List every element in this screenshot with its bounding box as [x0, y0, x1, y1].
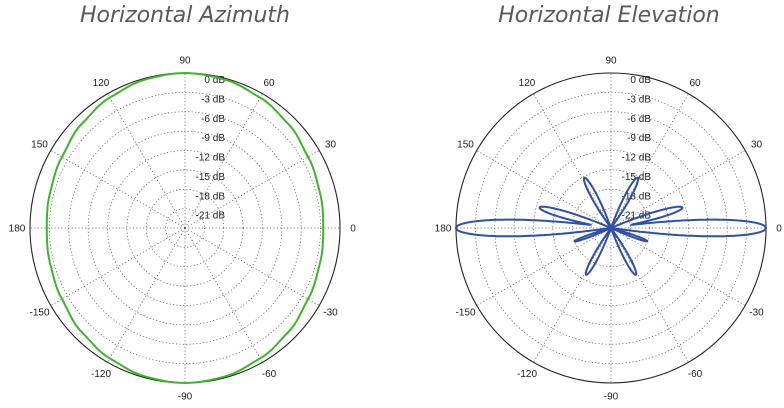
angle-tick-label: 60: [263, 78, 275, 89]
grid-spoke: [50, 150, 186, 229]
radial-tick-label: 0 dB: [630, 75, 651, 86]
radial-tick-label: -18 dB: [196, 191, 226, 202]
angle-tick-label: 0: [350, 224, 356, 235]
angle-tick-label: -30: [323, 308, 338, 319]
grid-ring: [49, 92, 321, 364]
grid-ring: [87, 130, 283, 326]
angle-tick-label: 30: [325, 140, 337, 151]
angle-tick-label: -120: [517, 369, 537, 380]
elevation-chart-title: Horizontal Elevation: [498, 3, 720, 28]
radial-tick-label: -6 dB: [627, 114, 651, 125]
angle-tick-label: -150: [455, 308, 475, 319]
grid-ring: [513, 130, 709, 326]
angle-tick-label: -120: [91, 369, 111, 380]
angle-tick-label: 60: [689, 78, 701, 89]
radial-tick-label: -6 dB: [201, 114, 225, 125]
azimuth-chart-title: Horizontal Azimuth: [80, 3, 290, 28]
angle-tick-label: 120: [519, 78, 536, 89]
angle-tick-label: -150: [29, 308, 49, 319]
grid-ring: [107, 150, 263, 306]
angle-tick-label: 180: [9, 224, 26, 235]
radial-tick-label: -15 dB: [196, 172, 226, 183]
elevation-polar-plot: 0 30 60 90 120 150 180 -150 -120 -90 -60 -30 0 dB -3 …: [435, 56, 783, 403]
radial-tick-label: -9 dB: [627, 133, 651, 144]
grid-spoke: [476, 150, 612, 229]
radial-tick-label: -21 dB: [196, 211, 226, 222]
radial-tick-label: -9 dB: [201, 133, 225, 144]
radial-tick-label: -12 dB: [196, 153, 226, 164]
radial-tick-label: -3 dB: [627, 94, 651, 105]
angle-tick-label: 180: [435, 224, 452, 235]
grid-spoke: [184, 227, 263, 363]
grid-ring: [165, 208, 205, 248]
radial-tick-label: -21 dB: [622, 211, 652, 222]
grid-spoke: [610, 227, 746, 306]
grid-spoke: [50, 227, 186, 306]
grid-spoke: [107, 227, 186, 363]
grid-spoke: [533, 227, 612, 363]
angle-tick-label: 90: [605, 56, 617, 67]
radial-tick-label: 0 dB: [204, 75, 225, 86]
radiation-pattern-trace: [455, 176, 767, 276]
radial-tick-label: -18 dB: [622, 191, 652, 202]
radial-tick-label: -3 dB: [201, 94, 225, 105]
grid-spoke: [184, 227, 320, 306]
angle-tick-label: -60: [688, 369, 703, 380]
grid-ring: [571, 188, 651, 268]
angle-tick-label: 30: [751, 140, 763, 151]
angle-tick-label: -90: [604, 392, 619, 403]
grid-ring: [591, 208, 631, 248]
angle-tick-label: -60: [262, 369, 277, 380]
radial-tick-label: -12 dB: [622, 153, 652, 164]
grid-spoke: [476, 227, 612, 306]
grid-ring: [533, 150, 689, 306]
angle-tick-label: 0: [776, 224, 782, 235]
angle-tick-label: 90: [179, 56, 191, 67]
angle-tick-label: 120: [93, 78, 110, 89]
grid-ring: [145, 188, 225, 268]
angle-tick-label: 150: [31, 140, 48, 151]
radiation-pattern-trace: [45, 72, 325, 384]
angle-tick-label: 150: [457, 140, 474, 151]
azimuth-polar-plot: 0 30 60 90 120 150 180 -150 -120 -90 -60 -30 0 dB -3 …: [9, 56, 357, 403]
angle-tick-label: -90: [178, 392, 193, 403]
grid-ring: [475, 92, 747, 364]
grid-spoke: [610, 227, 689, 363]
angle-tick-label: -30: [749, 308, 764, 319]
